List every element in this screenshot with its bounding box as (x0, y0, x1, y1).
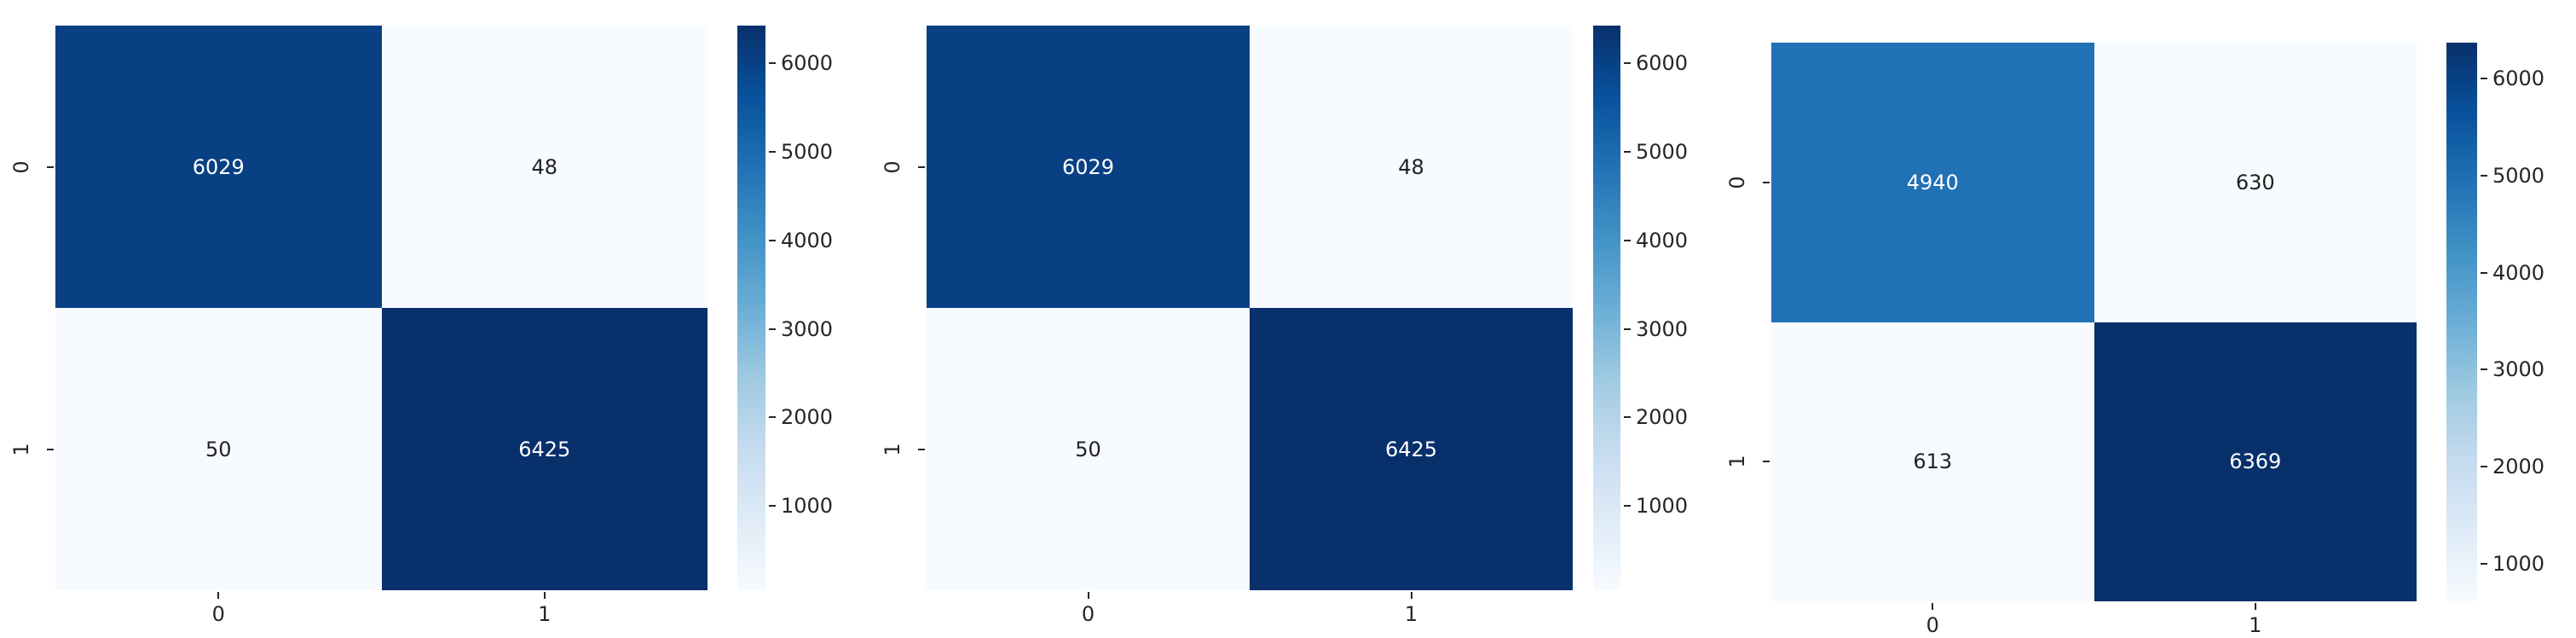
y-tick-mark (918, 448, 925, 450)
y-tick-mark (47, 448, 54, 450)
heatmap-cell: 48 (1250, 26, 1573, 308)
colorbar-tick-mark (769, 328, 776, 330)
colorbar-tick-label: 2000 (781, 405, 834, 430)
cell-value: 6029 (1061, 154, 1115, 179)
cell-value: 613 (1913, 450, 1953, 474)
cell-value: 6029 (192, 154, 245, 179)
colorbar-tick-mark (769, 239, 776, 241)
cell-value: 48 (1398, 154, 1424, 179)
colorbar-tick-label: 5000 (1636, 139, 1689, 164)
colorbar-tick-label: 4000 (2492, 260, 2545, 285)
colorbar-tick-label: 3000 (2492, 357, 2545, 382)
y-axis-tick-label: 1 (1725, 455, 1749, 468)
colorbar-tick-mark (2481, 368, 2487, 371)
colorbar-tick-mark (1624, 416, 1631, 419)
colorbar-tick-label: 2000 (2492, 455, 2545, 479)
x-axis-tick-label: 1 (2249, 613, 2262, 637)
x-axis-tick-label: 0 (1081, 602, 1095, 626)
heatmap-cell: 50 (55, 308, 382, 590)
colorbar-tick-label: 1000 (781, 494, 834, 519)
colorbar-tick-label: 1000 (2492, 551, 2545, 576)
colorbar (2446, 43, 2477, 601)
colorbar-tick-mark (1624, 505, 1631, 508)
heatmap-cell: 6029 (55, 26, 382, 308)
colorbar-tick-label: 2000 (1636, 405, 1689, 430)
x-tick-mark (1410, 592, 1412, 599)
y-tick-mark (918, 165, 925, 168)
heatmap-cell: 613 (1771, 322, 2094, 601)
y-axis-tick-label: 0 (881, 160, 904, 174)
x-tick-mark (217, 592, 220, 599)
colorbar-tick-label: 3000 (781, 316, 834, 341)
colorbar-tick-mark (2481, 466, 2487, 468)
heatmap-cell: 6425 (381, 308, 708, 590)
colorbar-tick-mark (1624, 150, 1631, 153)
y-axis-tick-label: 0 (1725, 176, 1749, 189)
y-tick-mark (47, 165, 54, 168)
x-axis-tick-label: 0 (1926, 613, 1939, 637)
y-tick-mark (1763, 461, 1770, 463)
x-tick-mark (2254, 603, 2256, 610)
heatmap-plot: 4940 630 613 6369 (1771, 43, 2417, 601)
heatmap-plot: 6029 48 50 6425 (927, 26, 1573, 590)
heatmap-plot: 6029 48 50 6425 (55, 26, 708, 590)
colorbar-tick-label: 6000 (1636, 51, 1689, 76)
colorbar-tick-mark (2481, 562, 2487, 565)
y-tick-mark (1763, 181, 1770, 183)
colorbar-tick-mark (769, 150, 776, 153)
colorbar-tick-label: 3000 (1636, 316, 1689, 341)
cell-value: 6425 (518, 437, 571, 461)
x-tick-mark (1087, 592, 1089, 599)
confusion-matrix-panel-1: 6029 48 50 6425 0 1 0 1 1000 2000 3000 4000 5000 6000 (0, 0, 858, 638)
colorbar-tick-mark (2481, 271, 2487, 274)
cell-value: 6425 (1384, 437, 1438, 461)
confusion-matrix-panel-3: 4940 630 613 6369 0 1 0 1 1000 2000 3000 4000 5000 60… (1717, 0, 2575, 638)
heatmap-cell: 6369 (2094, 322, 2417, 601)
confusion-matrix-panel-2: 6029 48 50 6425 0 1 0 1 1000 2000 3000 4000 5000 6000 (858, 0, 1717, 638)
cell-value: 6369 (2229, 450, 2282, 474)
colorbar-tick-mark (1624, 62, 1631, 65)
heatmap-cell: 630 (2094, 43, 2417, 322)
colorbar-tick-label: 4000 (1636, 228, 1689, 252)
x-axis-tick-label: 1 (1404, 602, 1418, 626)
colorbar-tick-mark (769, 505, 776, 508)
heatmap-cell: 48 (381, 26, 708, 308)
colorbar-tick-mark (2481, 174, 2487, 177)
colorbar-tick-mark (1624, 239, 1631, 241)
colorbar-tick-mark (1624, 328, 1631, 330)
colorbar-tick-mark (769, 416, 776, 419)
cell-value: 630 (2235, 170, 2275, 194)
x-tick-mark (1932, 603, 1934, 610)
colorbar (1593, 26, 1620, 590)
colorbar-tick-label: 1000 (1636, 494, 1689, 519)
heatmap-cell: 6425 (1250, 308, 1573, 590)
heatmap-cell: 4940 (1771, 43, 2094, 322)
x-tick-mark (543, 592, 546, 599)
cell-value: 4940 (1906, 170, 1959, 194)
cell-value: 50 (1075, 437, 1101, 461)
y-axis-tick-label: 1 (881, 442, 904, 456)
cell-value: 48 (531, 154, 558, 179)
heatmap-cell: 6029 (927, 26, 1250, 308)
colorbar-tick-label: 5000 (781, 139, 834, 164)
colorbar-tick-label: 6000 (781, 51, 834, 76)
cell-value: 50 (205, 437, 232, 461)
heatmap-cell: 50 (927, 308, 1250, 590)
colorbar (737, 26, 765, 590)
colorbar-tick-label: 4000 (781, 228, 834, 252)
colorbar-tick-label: 5000 (2492, 163, 2545, 188)
x-axis-tick-label: 0 (211, 602, 225, 626)
colorbar-tick-mark (769, 62, 776, 65)
y-axis-tick-label: 1 (9, 442, 33, 456)
y-axis-tick-label: 0 (9, 160, 33, 174)
colorbar-tick-mark (2481, 77, 2487, 79)
x-axis-tick-label: 1 (538, 602, 552, 626)
colorbar-tick-label: 6000 (2492, 66, 2545, 90)
